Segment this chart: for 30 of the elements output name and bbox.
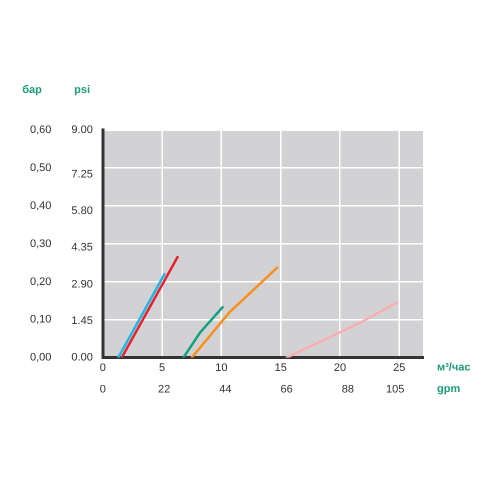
x2-tick-label: 105 (386, 383, 404, 396)
y-tick-label: 0,50 (30, 162, 52, 174)
y-tick-label: 0,20 (30, 276, 52, 288)
y2-axis-title: psi (74, 84, 90, 96)
y-tick-label: 0,00 (30, 352, 52, 364)
y2-tick-label: 2.90 (71, 278, 93, 290)
y-tick-label: 0,10 (30, 314, 52, 326)
x-axis-title: м³/час (437, 362, 470, 374)
x-tick-label: 10 (215, 362, 228, 374)
y-tick-label: 0,40 (30, 200, 52, 212)
y2-tick-label: 7.25 (71, 168, 93, 180)
x2-tick-label: 88 (342, 383, 354, 396)
y2-tick-label: 4.35 (71, 242, 93, 254)
x-tick-label: 0 (100, 362, 106, 374)
y-axis-title: бар (22, 84, 42, 96)
y2-tick-label: 0.00 (71, 352, 93, 364)
x-tick-label: 20 (334, 362, 346, 374)
x2-tick-label: 66 (280, 383, 293, 396)
y2-tick-label: 5.80 (71, 204, 93, 217)
x2-tick-label: 44 (219, 383, 232, 396)
x2-axis-title: gpm (437, 382, 460, 395)
x2-tick-label: 0 (100, 383, 106, 396)
y-tick-label: 0,30 (30, 238, 52, 250)
y-tick-label: 0,60 (30, 124, 52, 136)
y2-tick-label: 1.45 (71, 314, 93, 327)
y2-tick-label: 9.00 (71, 124, 93, 136)
x2-tick-label: 22 (158, 383, 170, 396)
x-tick-label: 25 (393, 362, 406, 374)
x-tick-label: 5 (159, 362, 166, 374)
x-tick-label: 15 (274, 362, 287, 374)
